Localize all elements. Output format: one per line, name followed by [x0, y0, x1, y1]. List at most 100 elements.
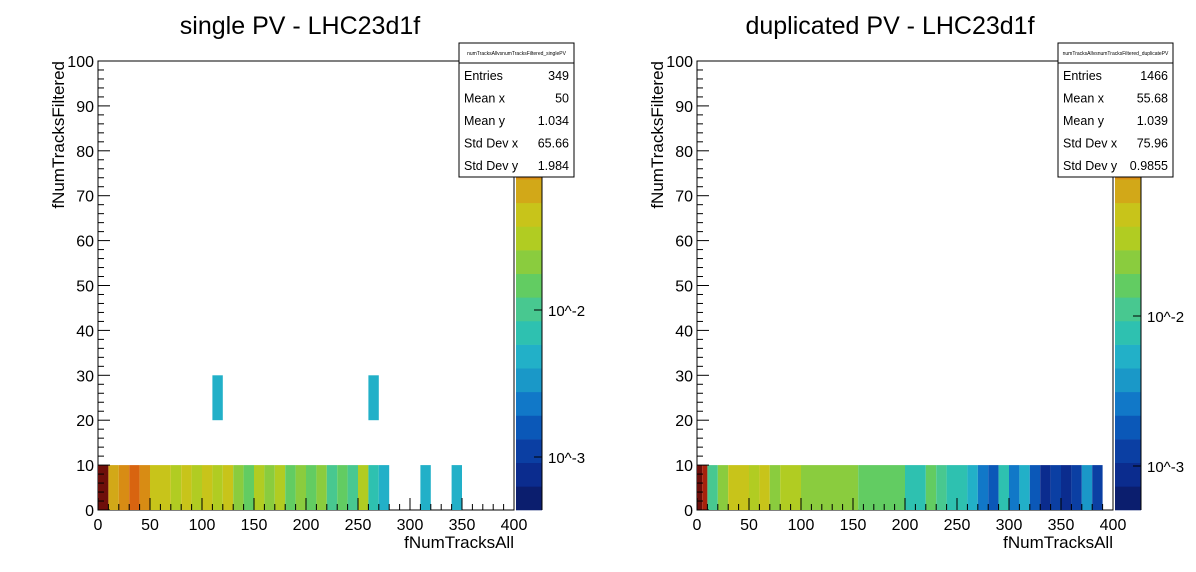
stats-value: 1.034	[538, 114, 569, 128]
heatmap-cell	[1092, 465, 1103, 510]
colorbar-segment	[516, 179, 542, 204]
chart-title: single PV - LHC23d1f	[180, 12, 420, 40]
chart-title: duplicated PV - LHC23d1f	[745, 12, 1034, 40]
heatmap-cell	[233, 465, 244, 510]
x-tick-label: 400	[1100, 517, 1127, 534]
heatmap-cell	[936, 465, 947, 510]
y-tick-label: 30	[76, 368, 94, 385]
heatmap-cell	[306, 465, 317, 510]
colorbar-segment	[1115, 297, 1141, 322]
y-tick-label: 90	[76, 99, 94, 116]
y-tick-label: 60	[675, 234, 693, 251]
x-axis-label: fNumTracksAll	[1003, 533, 1113, 552]
heatmap-cell	[977, 465, 989, 510]
y-tick-label: 10	[675, 458, 693, 475]
x-tick-label: 50	[141, 517, 159, 534]
y-tick-label: 80	[76, 144, 94, 161]
heatmap-cell	[1050, 465, 1061, 510]
heatmap-cell	[222, 465, 234, 510]
heatmap-cell	[946, 465, 968, 510]
x-tick-label: 150	[241, 517, 268, 534]
stats-label: Entries	[464, 69, 503, 83]
y-tick-label: 70	[76, 189, 94, 206]
x-axis-label: fNumTracksAll	[404, 533, 514, 552]
stats-label: Mean x	[464, 92, 506, 106]
colorbar-segment	[1115, 439, 1141, 464]
x-tick-label: 0	[94, 517, 103, 534]
stats-box	[1057, 42, 1174, 178]
y-tick-label: 30	[675, 368, 693, 385]
colorbar-segment	[516, 486, 542, 511]
stats-value: 1466	[1140, 69, 1168, 83]
heatmap-cell	[326, 465, 338, 510]
heatmap-cell	[108, 465, 119, 510]
colorbar-segment	[1115, 344, 1141, 369]
stats-label: Std Dev x	[1063, 137, 1118, 151]
heatmap-cell	[988, 465, 999, 510]
heatmap-cell	[295, 465, 306, 510]
heatmap-cell	[191, 465, 202, 510]
heatmap-cell	[285, 465, 296, 510]
heatmap-cell	[925, 465, 937, 510]
y-tick-label: 20	[76, 413, 94, 430]
heatmap-cell	[358, 465, 369, 510]
x-tick-label: 350	[1048, 517, 1075, 534]
heatmap-cell	[254, 465, 265, 510]
colorbar-segment	[516, 273, 542, 298]
heatmap-cell	[769, 465, 781, 510]
heatmap-cell	[905, 465, 926, 510]
heatmap-cell	[1019, 465, 1030, 510]
heatmap-cell	[697, 465, 703, 510]
stats-value: 65.66	[538, 137, 569, 151]
plot-frame	[97, 60, 515, 511]
x-tick-label: 400	[501, 517, 528, 534]
stats-label: Mean y	[1063, 114, 1105, 128]
stats-value: 50	[555, 92, 569, 106]
heatmap-cell	[420, 465, 431, 510]
heatmap-cell	[139, 465, 150, 510]
colorbar-segment	[1115, 202, 1141, 227]
heatmap-cell	[212, 465, 223, 510]
stats-value: 75.96	[1137, 137, 1168, 151]
y-axis-label: fNumTracksFiltered	[49, 61, 68, 209]
y-tick-label: 50	[76, 279, 94, 296]
x-tick-label: 350	[449, 517, 476, 534]
colorbar-segment	[1115, 368, 1141, 393]
heatmap-cell	[749, 465, 760, 510]
x-tick-label: 200	[293, 517, 320, 534]
x-tick-label: 100	[788, 517, 815, 534]
x-tick-label: 250	[944, 517, 971, 534]
heatmap-cell	[1061, 465, 1072, 510]
y-tick-label: 70	[675, 189, 693, 206]
x-tick-label: 300	[397, 517, 424, 534]
y-tick-label: 10	[76, 458, 94, 475]
colorbar-segment	[516, 462, 542, 487]
colorbar-segment	[1115, 250, 1141, 274]
stats-label: Std Dev y	[1063, 159, 1118, 173]
colorbar-segment	[516, 391, 542, 416]
colorbar-segment	[1115, 415, 1141, 440]
heatmap-cell	[801, 465, 859, 510]
heatmap-cell	[998, 465, 1009, 510]
y-tick-label: 40	[675, 323, 693, 340]
y-axis-label: fNumTracksFiltered	[648, 61, 667, 209]
colorbar-segment	[516, 297, 542, 322]
heatmap-cell	[202, 465, 213, 510]
heatmap-cell	[368, 375, 379, 421]
x-tick-label: 200	[892, 517, 919, 534]
heatmap-cell	[212, 375, 223, 421]
heatmap-cell	[1081, 465, 1093, 510]
heatmap-cell	[337, 465, 348, 510]
y-tick-label: 0	[85, 503, 94, 520]
colorbar-segment	[516, 226, 542, 251]
heatmap-cell	[1029, 465, 1041, 510]
stats-value: 0.9855	[1130, 159, 1168, 173]
stats-name: numTracksAllvsnumTracksFiltered_duplicat…	[1063, 51, 1169, 57]
stats-value: 1.039	[1137, 114, 1168, 128]
y-tick-label: 100	[67, 54, 94, 71]
heatmap-cell	[368, 465, 379, 510]
heatmap-cell	[243, 465, 254, 510]
heatmap-cell	[150, 465, 171, 510]
heatmap-cell	[759, 465, 770, 510]
